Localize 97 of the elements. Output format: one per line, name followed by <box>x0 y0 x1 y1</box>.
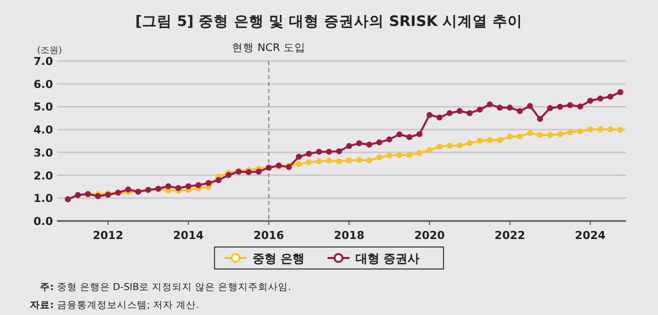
point <box>567 102 574 108</box>
x-tick-label: 2018 <box>334 229 364 242</box>
legend-label: 중형 은행 <box>252 252 305 266</box>
point <box>376 154 382 160</box>
point <box>175 185 182 192</box>
ref-line-label: 현행 NCR 도입 <box>232 42 306 54</box>
point <box>617 126 624 133</box>
point <box>416 131 422 138</box>
x-tick-label: 2024 <box>574 229 606 242</box>
point <box>436 144 443 150</box>
point <box>446 142 453 149</box>
point <box>346 143 352 150</box>
point <box>125 186 132 192</box>
point <box>547 132 554 138</box>
point <box>537 116 544 122</box>
point <box>426 112 432 118</box>
y-tick-label: 4.0 <box>34 124 54 137</box>
point <box>486 101 493 108</box>
point <box>557 104 564 110</box>
point <box>466 140 473 146</box>
point <box>446 110 453 116</box>
y-tick-label: 5.0 <box>34 100 54 114</box>
point <box>296 154 302 160</box>
point <box>516 108 523 114</box>
point <box>205 180 212 186</box>
point <box>326 148 332 155</box>
point <box>426 147 432 154</box>
point <box>195 182 202 188</box>
point <box>456 108 463 114</box>
y-tick-label: 1.0 <box>34 192 54 206</box>
point <box>547 105 554 112</box>
point <box>496 137 503 144</box>
point <box>226 172 232 178</box>
point <box>526 130 533 136</box>
x-tick-label: 2012 <box>92 229 124 242</box>
x-tick-label: 2014 <box>173 229 204 242</box>
legend-label: 대형 증권사 <box>356 252 420 266</box>
chart-title: [그림 5] 중형 은행 및 대형 증권사의 SRISK 시계열 추이 <box>135 14 523 30</box>
point <box>466 110 473 116</box>
point <box>366 157 372 164</box>
y-tick-label: 0.0 <box>34 215 54 228</box>
point <box>476 138 483 144</box>
point <box>496 104 503 111</box>
point <box>316 148 322 155</box>
point <box>165 183 172 190</box>
point <box>346 157 352 164</box>
point <box>256 168 262 175</box>
point <box>396 152 402 158</box>
point <box>406 152 412 158</box>
point <box>617 89 624 96</box>
point <box>567 129 574 136</box>
point <box>476 106 483 113</box>
point <box>526 103 533 110</box>
point <box>396 131 402 138</box>
point <box>506 104 513 111</box>
point <box>516 133 523 140</box>
point <box>587 98 594 104</box>
point <box>356 156 362 163</box>
y-tick-label: 6.0 <box>34 78 54 91</box>
point <box>537 132 544 138</box>
y-tick-label: 2.0 <box>34 169 54 182</box>
x-tick-label: 2020 <box>414 229 446 242</box>
point <box>416 150 422 156</box>
point <box>557 131 564 138</box>
point <box>376 139 382 146</box>
point <box>386 136 392 142</box>
point <box>366 142 372 148</box>
point <box>336 148 342 154</box>
point <box>436 114 443 120</box>
point <box>486 137 493 144</box>
point <box>597 95 604 102</box>
point <box>216 177 222 184</box>
point <box>386 152 392 158</box>
point <box>356 140 362 146</box>
point <box>306 159 312 166</box>
point <box>306 150 312 157</box>
point <box>406 134 412 140</box>
point <box>597 126 604 132</box>
y-axis-title: (조원) <box>37 46 62 56</box>
point <box>316 158 322 164</box>
point <box>336 158 342 164</box>
text: 자료: 금융통계정보시스템; 저자 계산. <box>30 300 200 311</box>
y-tick-label: 7.0 <box>34 55 54 68</box>
point <box>506 134 513 140</box>
point <box>607 126 614 132</box>
y-tick-label: 3.0 <box>34 146 54 160</box>
point <box>296 161 302 168</box>
point <box>607 94 614 100</box>
point <box>456 142 463 148</box>
x-tick-label: 2022 <box>494 229 526 242</box>
point <box>577 103 584 110</box>
point <box>326 158 332 164</box>
text: 주: 중형 은행은 D-SIB로 지정되지 않은 은행지주회사임. <box>40 282 292 293</box>
x-tick-label: 2016 <box>253 229 284 242</box>
point <box>577 128 584 134</box>
point <box>185 183 192 190</box>
point <box>587 126 594 132</box>
